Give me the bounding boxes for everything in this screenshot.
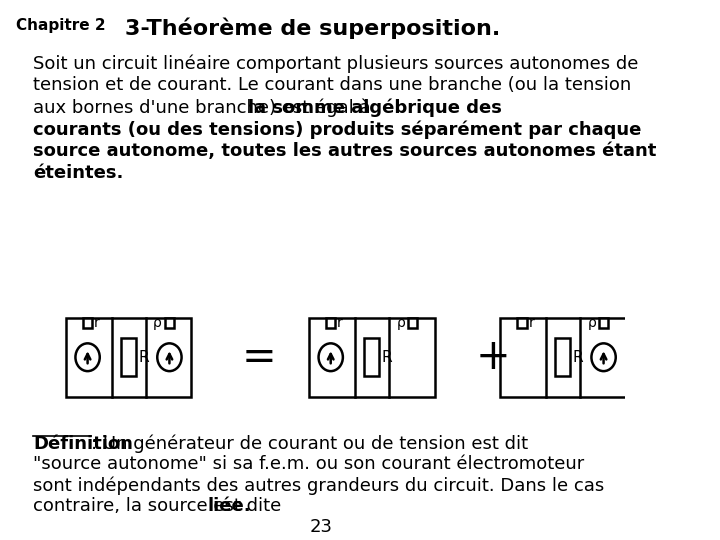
Bar [517, 318, 526, 328]
Text: "source autonome" si sa f.e.m. ou son courant électromoteur: "source autonome" si sa f.e.m. ou son co… [33, 455, 584, 474]
Text: R: R [572, 350, 583, 364]
Text: liée.: liée. [207, 497, 251, 515]
Bar [83, 318, 92, 328]
Text: contraire, la source est dite: contraire, la source est dite [33, 497, 287, 515]
Text: éteintes.: éteintes. [33, 164, 123, 182]
Text: courants (ou des tensions) produits séparément par chaque: courants (ou des tensions) produits sépa… [33, 120, 642, 139]
Text: 23: 23 [310, 518, 333, 536]
Text: ρ: ρ [153, 316, 162, 330]
Bar [364, 339, 379, 376]
Bar [66, 318, 192, 397]
Text: 3-Théorème de superposition.: 3-Théorème de superposition. [125, 18, 500, 39]
Text: r: r [94, 316, 100, 330]
Bar [326, 318, 336, 328]
Text: : Un générateur de courant ou de tension est dit: : Un générateur de courant ou de tension… [91, 435, 528, 453]
Bar [121, 339, 136, 376]
Text: r: r [337, 316, 343, 330]
Circle shape [591, 343, 616, 371]
Text: tension et de courant. Le courant dans une branche (ou la tension: tension et de courant. Le courant dans u… [33, 76, 631, 94]
Text: source autonome, toutes les autres sources autonomes étant: source autonome, toutes les autres sourc… [33, 142, 657, 160]
Bar [165, 318, 174, 328]
Circle shape [157, 343, 181, 371]
Bar [500, 318, 626, 397]
Text: =: = [241, 336, 276, 378]
Text: R: R [138, 350, 149, 364]
Text: ρ: ρ [396, 316, 405, 330]
Text: la somme algébrique des: la somme algébrique des [248, 98, 502, 117]
Text: +: + [476, 336, 510, 378]
Text: r: r [528, 316, 534, 330]
Bar [309, 318, 435, 397]
Text: R: R [382, 350, 392, 364]
Text: Chapitre 2: Chapitre 2 [16, 18, 105, 33]
Bar [408, 318, 418, 328]
Circle shape [318, 343, 343, 371]
Circle shape [76, 343, 100, 371]
Text: Définition: Définition [33, 435, 133, 453]
Text: Soit un circuit linéaire comportant plusieurs sources autonomes de: Soit un circuit linéaire comportant plus… [33, 55, 639, 73]
Bar [599, 318, 608, 328]
Text: sont indépendants des autres grandeurs du circuit. Dans le cas: sont indépendants des autres grandeurs d… [33, 476, 604, 495]
Text: aux bornes d'une branche) est égal à: aux bornes d'une branche) est égal à [33, 98, 377, 117]
Bar [555, 339, 570, 376]
Text: ρ: ρ [588, 316, 596, 330]
